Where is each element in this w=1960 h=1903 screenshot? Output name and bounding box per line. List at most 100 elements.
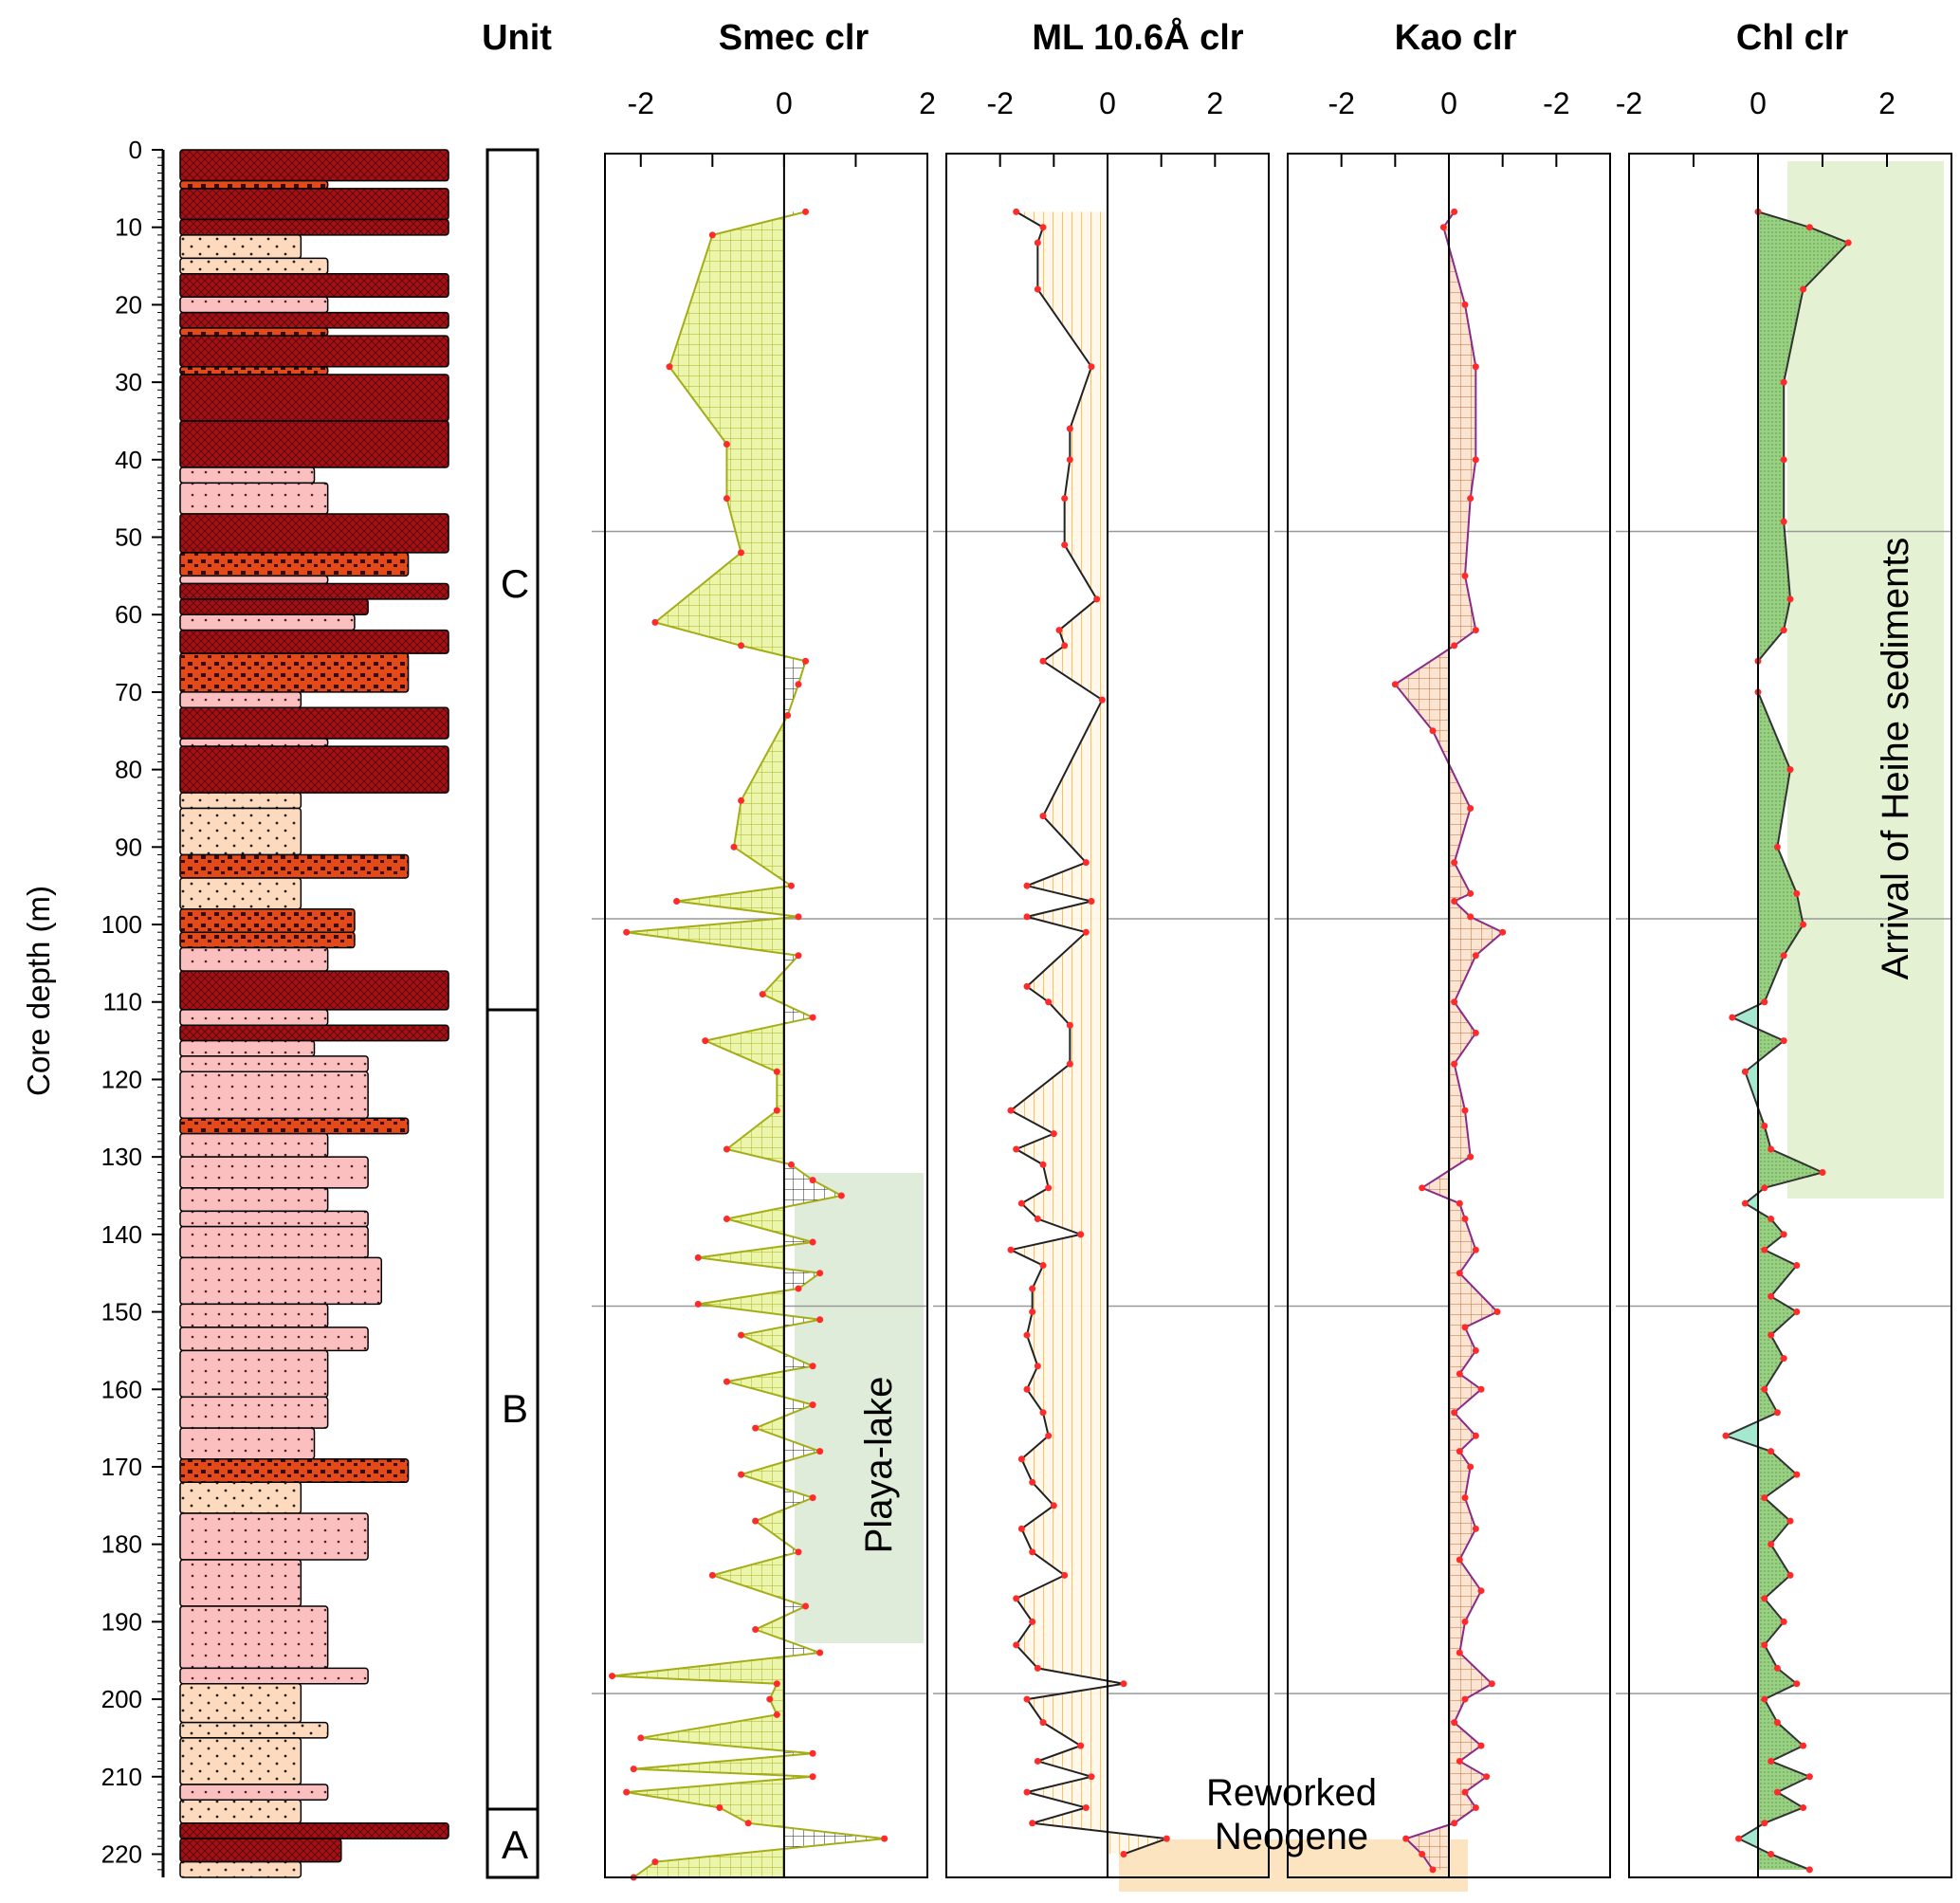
- data-point: [1120, 1680, 1127, 1688]
- lithology-bed-red-silt: [179, 907, 356, 933]
- data-point: [1082, 928, 1090, 936]
- data-point: [637, 1734, 645, 1742]
- depth-tick-label: 110: [103, 988, 142, 1016]
- data-point: [738, 796, 745, 804]
- data-point: [723, 1145, 730, 1153]
- data-point: [1419, 1850, 1426, 1857]
- heihe-box: [1787, 161, 1944, 1199]
- lithology-bed-sand: [179, 1481, 302, 1514]
- data-point: [1780, 1618, 1787, 1625]
- data-point: [1786, 766, 1794, 774]
- data-point: [1773, 1409, 1781, 1417]
- data-point: [1023, 1695, 1031, 1703]
- data-point: [1780, 1231, 1787, 1238]
- data-point: [1451, 1060, 1458, 1068]
- data-point: [1402, 1835, 1410, 1842]
- lithology-bed-sand: [179, 1682, 302, 1724]
- data-point: [1034, 239, 1041, 247]
- data-point: [1077, 1742, 1085, 1749]
- playa-lake-label: Playa-lake: [858, 1377, 900, 1554]
- lithology-bed-sand: [179, 234, 302, 260]
- depth-axis-label: Core depth (m): [21, 886, 56, 1096]
- data-point: [1039, 1409, 1047, 1417]
- data-point: [1451, 1820, 1458, 1827]
- lithology-bed-red-silt: [179, 931, 356, 949]
- data-point: [1451, 208, 1458, 215]
- depth-tick-label: 40: [115, 446, 142, 474]
- data-point: [1007, 1246, 1015, 1253]
- data-point: [1066, 1021, 1073, 1029]
- lithology-bed-sand: [179, 792, 302, 810]
- chl-panel: -2 0 2: [1616, 86, 1952, 1878]
- data-point: [651, 618, 659, 626]
- data-point: [1467, 913, 1475, 921]
- data-point: [1029, 1285, 1036, 1292]
- data-point: [1013, 1641, 1020, 1649]
- data-point: [1741, 1068, 1749, 1075]
- neogene-box: [1119, 1839, 1468, 1892]
- lithology-bed-silt: [179, 1512, 369, 1561]
- data-point: [1483, 1773, 1491, 1781]
- data-point: [1088, 898, 1095, 906]
- lithology-bed-silt: [179, 1667, 369, 1685]
- data-point: [1029, 1820, 1036, 1827]
- lithology-bed-mudstone: [179, 745, 449, 794]
- data-point: [1456, 1270, 1463, 1277]
- data-point: [1013, 1595, 1020, 1602]
- data-point: [1761, 1122, 1768, 1129]
- data-point: [1013, 1145, 1020, 1153]
- depth-tick-label: 190: [101, 1607, 142, 1636]
- lithology-bed-sand: [179, 257, 329, 275]
- lithology-bed-red-silt: [179, 1458, 410, 1484]
- data-point: [738, 642, 745, 650]
- data-point: [730, 843, 738, 851]
- lithology-bed-red-silt: [179, 1117, 410, 1135]
- unit-label-a: A: [502, 1822, 528, 1867]
- lithology-bed-silt: [179, 1187, 329, 1213]
- depth-tick-label: 20: [115, 290, 142, 319]
- data-point: [1761, 1641, 1768, 1649]
- data-point: [1472, 363, 1479, 371]
- data-point: [795, 1285, 802, 1292]
- data-point: [795, 1548, 802, 1556]
- data-point: [1735, 1835, 1743, 1842]
- unit-label-b: B: [502, 1386, 528, 1431]
- data-point: [773, 1107, 780, 1114]
- data-point: [1780, 1037, 1787, 1045]
- data-point: [708, 1571, 716, 1579]
- data-point: [1768, 1292, 1775, 1300]
- data-point: [1088, 363, 1095, 371]
- data-point: [1805, 1866, 1813, 1874]
- data-point: [1039, 1719, 1047, 1727]
- data-point: [1017, 1525, 1025, 1532]
- data-point: [1761, 998, 1768, 1006]
- data-point: [809, 1238, 816, 1246]
- data-point: [1761, 1184, 1768, 1192]
- x-tick-label: 2: [1206, 86, 1223, 120]
- lithology-bed-mudstone: [179, 629, 449, 654]
- data-point: [1451, 1409, 1458, 1417]
- data-point: [1066, 1060, 1073, 1068]
- data-point: [1451, 1719, 1458, 1727]
- data-point: [1163, 1835, 1170, 1842]
- lithology-bed-mudstone: [179, 374, 449, 422]
- data-point: [1461, 1324, 1469, 1331]
- data-point: [1477, 1742, 1485, 1749]
- data-point: [1451, 859, 1458, 867]
- lithology-bed-silt: [179, 613, 356, 631]
- x-tick-label: 0: [1440, 86, 1457, 120]
- data-point: [1456, 1649, 1463, 1656]
- lithology-bed-mudstone: [179, 598, 369, 615]
- smec-title: Smec clr: [719, 18, 870, 58]
- depth-axis: 0 10 20 30 40 50 60 70 80 90 100 110 120 130 140 150 160…: [101, 136, 165, 1877]
- data-point: [1023, 913, 1031, 921]
- data-point: [1467, 1153, 1475, 1161]
- lithology-bed-mudstone: [179, 1024, 449, 1042]
- data-point: [1061, 541, 1069, 549]
- lithology-bed-silt: [179, 296, 329, 314]
- depth-tick-label: 70: [115, 678, 142, 706]
- chl-title: Chl clr: [1736, 18, 1848, 58]
- depth-tick-label: 140: [101, 1220, 142, 1249]
- data-point: [716, 1803, 724, 1811]
- data-point: [1045, 998, 1053, 1006]
